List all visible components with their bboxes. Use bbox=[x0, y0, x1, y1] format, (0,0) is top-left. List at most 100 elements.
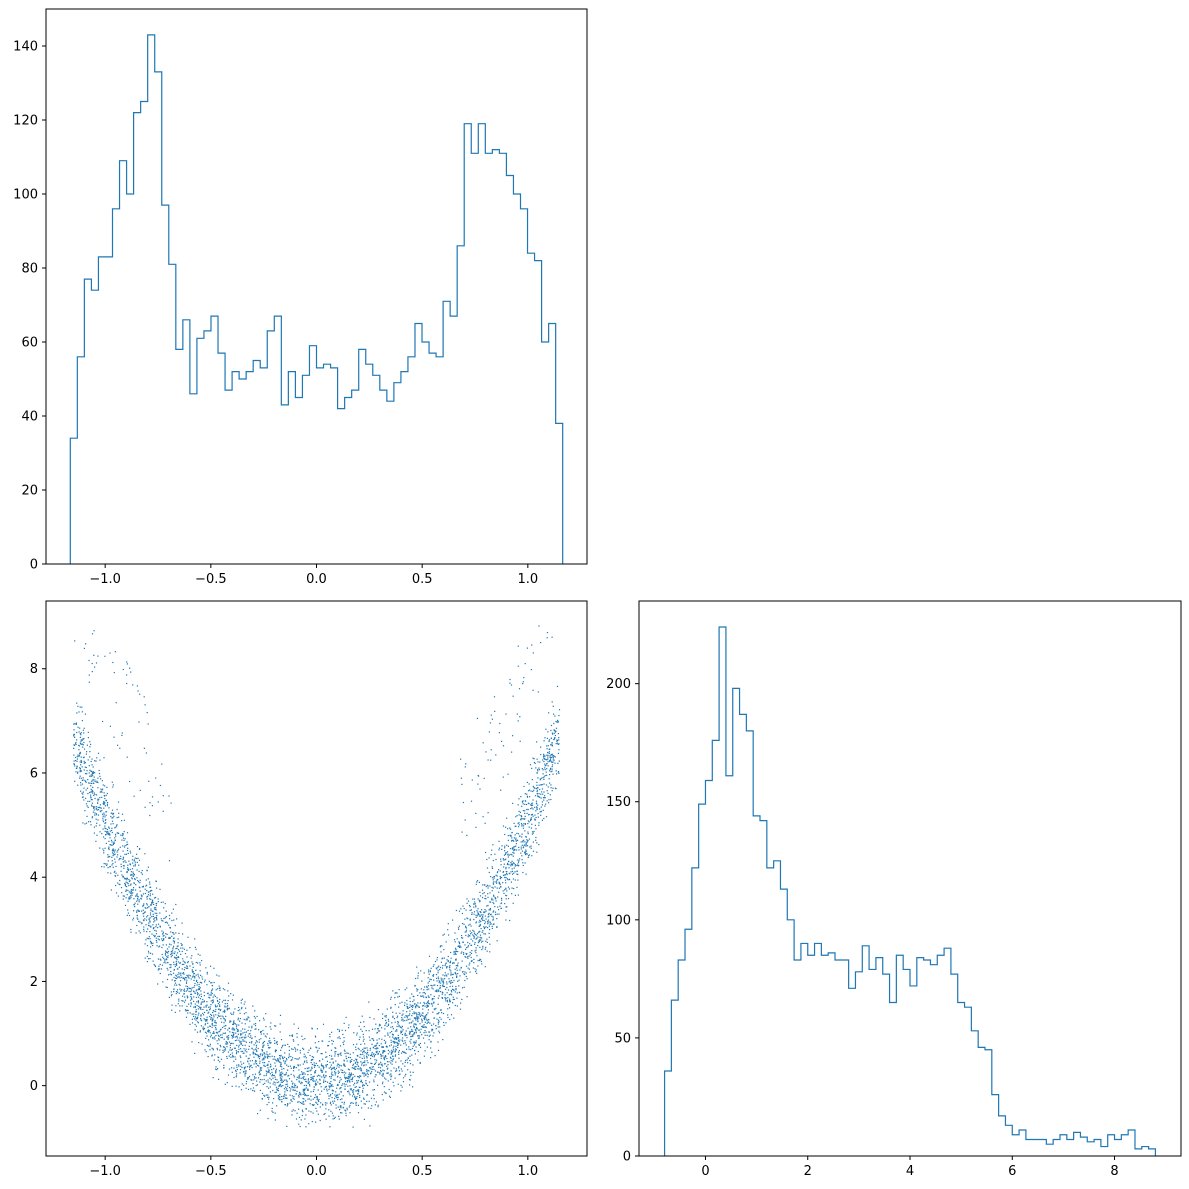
scatter-point bbox=[440, 1009, 442, 1011]
scatter-point bbox=[274, 1078, 277, 1080]
scatter-point bbox=[93, 792, 95, 794]
scatter-point bbox=[240, 1061, 242, 1063]
scatter-point bbox=[160, 901, 162, 903]
scatter-point bbox=[166, 967, 168, 969]
scatter-point bbox=[185, 1009, 187, 1012]
scatter-point bbox=[126, 849, 129, 852]
scatter-point bbox=[507, 879, 509, 881]
scatter-point bbox=[239, 1018, 241, 1020]
scatter-point bbox=[271, 1110, 273, 1112]
scatter-point bbox=[440, 1009, 442, 1011]
scatter-point bbox=[305, 1057, 307, 1059]
scatter-point bbox=[157, 898, 159, 900]
scatter-point bbox=[110, 823, 112, 825]
scatter-point bbox=[260, 1069, 262, 1071]
scatter-point bbox=[522, 862, 524, 864]
scatter-point bbox=[489, 722, 492, 724]
scatter-point bbox=[94, 666, 96, 668]
scatter-point bbox=[207, 1012, 209, 1014]
scatter-point bbox=[475, 922, 477, 924]
scatter-point bbox=[338, 1066, 340, 1068]
scatter-point bbox=[418, 1035, 421, 1037]
scatter-point bbox=[396, 1038, 398, 1040]
scatter-point bbox=[430, 967, 432, 969]
scatter-point bbox=[136, 846, 139, 848]
scatter-point bbox=[132, 919, 134, 921]
scatter-point bbox=[99, 806, 101, 808]
scatter-point bbox=[127, 889, 129, 891]
scatter-point bbox=[169, 927, 171, 929]
scatter-point bbox=[224, 1027, 226, 1030]
scatter-point bbox=[377, 1028, 379, 1030]
scatter-point bbox=[260, 1031, 262, 1033]
scatter-point bbox=[262, 1083, 264, 1085]
scatter-point bbox=[432, 975, 434, 977]
scatter-point bbox=[555, 730, 557, 732]
scatter-point bbox=[198, 988, 200, 990]
scatter-point bbox=[524, 851, 526, 853]
scatter-point bbox=[95, 662, 98, 664]
scatter-point bbox=[312, 1078, 314, 1080]
scatter-point bbox=[517, 665, 519, 667]
scatter-point bbox=[443, 933, 445, 935]
scatter-point bbox=[343, 1040, 345, 1042]
scatter-point bbox=[338, 1053, 340, 1055]
scatter-point bbox=[91, 799, 93, 801]
scatter-point bbox=[111, 844, 113, 846]
scatter-point bbox=[206, 1016, 208, 1018]
scatter-point bbox=[404, 1075, 406, 1077]
scatter-point bbox=[523, 677, 525, 679]
scatter-point bbox=[147, 928, 149, 930]
scatter-point bbox=[254, 1061, 256, 1063]
scatter-point bbox=[450, 982, 452, 985]
scatter-point bbox=[392, 1081, 394, 1083]
scatter-point bbox=[81, 739, 83, 741]
scatter-point bbox=[514, 834, 516, 836]
scatter-point bbox=[114, 849, 116, 851]
scatter-point bbox=[101, 789, 103, 791]
scatter-point bbox=[186, 966, 188, 968]
scatter-point bbox=[165, 954, 167, 956]
scatter-point bbox=[93, 630, 95, 632]
scatter-point bbox=[358, 1025, 360, 1027]
scatter-point bbox=[76, 731, 78, 734]
scatter-point bbox=[106, 831, 108, 833]
scatter-point bbox=[302, 1103, 304, 1105]
scatter-point bbox=[371, 1028, 374, 1030]
scatter-point bbox=[485, 946, 487, 948]
scatter-point bbox=[315, 1084, 317, 1086]
scatter-point bbox=[505, 852, 507, 854]
scatter-point bbox=[441, 945, 443, 947]
scatter-point bbox=[532, 841, 534, 843]
scatter-point bbox=[355, 1061, 357, 1064]
scatter-point bbox=[109, 866, 111, 868]
scatter-point bbox=[445, 1000, 447, 1002]
scatter-point bbox=[236, 1030, 238, 1032]
scatter-point bbox=[412, 1006, 414, 1008]
scatter-point bbox=[531, 813, 533, 815]
scatter-point bbox=[302, 1097, 304, 1100]
scatter-point bbox=[494, 853, 496, 855]
scatter-point bbox=[488, 871, 490, 874]
scatter-point bbox=[442, 974, 444, 976]
scatter-point bbox=[102, 819, 104, 821]
scatter-point bbox=[187, 975, 189, 977]
scatter-point bbox=[214, 995, 216, 997]
scatter-point bbox=[357, 1075, 359, 1078]
scatter-point bbox=[397, 1039, 400, 1041]
scatter-point bbox=[355, 1104, 357, 1106]
scatter-point bbox=[183, 963, 185, 965]
scatter-point bbox=[302, 1063, 304, 1065]
scatter-point bbox=[137, 918, 139, 920]
scatter-point bbox=[229, 1049, 231, 1051]
scatter-point bbox=[449, 965, 451, 967]
scatter-point bbox=[328, 1098, 330, 1100]
scatter-point bbox=[356, 1063, 358, 1066]
scatter-point bbox=[314, 1094, 317, 1096]
scatter-point bbox=[284, 1052, 286, 1054]
scatter-point bbox=[553, 722, 555, 725]
scatter-point bbox=[196, 1001, 198, 1003]
scatter-point bbox=[455, 949, 457, 951]
scatter-point bbox=[136, 911, 138, 913]
scatter-point bbox=[275, 1091, 277, 1093]
